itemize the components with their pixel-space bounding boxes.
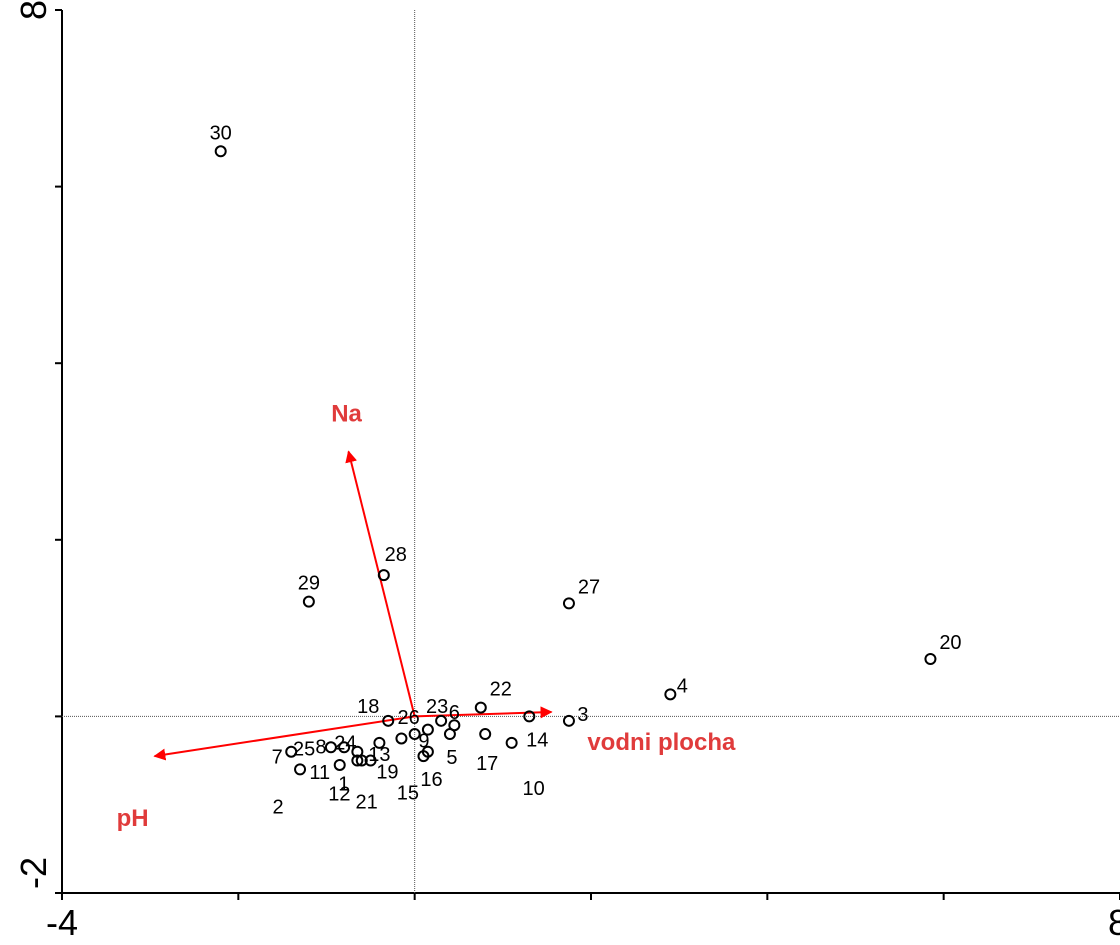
point-label: 19: [376, 761, 398, 783]
sample-point: [562, 714, 575, 727]
point-label: 5: [446, 747, 457, 769]
point-label: 7: [272, 747, 283, 769]
point-label: 13: [368, 744, 390, 766]
vector-group: Na pH vodni plocha: [117, 401, 736, 833]
sample-point: [382, 714, 395, 727]
vector-arrow: [345, 450, 416, 717]
y-tick-label: 8: [13, 0, 54, 20]
sample-point: [338, 741, 351, 754]
point-label: 21: [355, 792, 377, 814]
point-label: 28: [385, 544, 407, 566]
point-label: 1: [338, 774, 349, 796]
point-label: 8: [315, 736, 326, 758]
sample-point: [435, 714, 448, 727]
point-label: 26: [398, 707, 420, 729]
sample-point: [479, 728, 492, 741]
sample-point: [505, 736, 518, 749]
sample-point: [408, 728, 421, 741]
vector-arrow: [414, 706, 553, 719]
point-label: 6: [449, 702, 460, 724]
point-label: 22: [490, 679, 512, 701]
sample-point: [924, 653, 937, 666]
sample-point: [373, 736, 386, 749]
x-tick-label: 8: [1108, 902, 1120, 943]
point-label: 18: [357, 696, 379, 718]
sample-point: [324, 741, 337, 754]
point-label: 27: [578, 576, 600, 598]
vector-arrow: [153, 715, 415, 761]
point-label: 9: [418, 731, 429, 753]
point-label: 30: [210, 122, 232, 144]
sample-point: [302, 595, 315, 608]
reference-lines: [62, 10, 1120, 893]
sample-point: [421, 723, 434, 736]
sample-point: [364, 754, 377, 767]
sample-point: [664, 688, 677, 701]
sample-point: [285, 745, 298, 758]
sample-point: [294, 763, 307, 776]
x-tick-label: -4: [46, 902, 78, 943]
point-label: 11: [309, 762, 330, 784]
axes: -4 8 8 -2: [13, 0, 1120, 943]
sample-point: [377, 569, 390, 582]
point-label: 15: [397, 783, 419, 805]
sample-point: [448, 719, 461, 732]
point-label: 10: [523, 778, 545, 800]
vector-label: pH: [117, 805, 149, 832]
point-label: 2: [272, 796, 283, 818]
sample-point: [351, 745, 364, 758]
sample-point: [417, 750, 430, 763]
vector-label: Na: [331, 401, 362, 428]
point-label: 3: [577, 704, 588, 726]
sample-point: [351, 754, 364, 767]
sample-point: [214, 145, 227, 158]
point-label: 29: [298, 573, 320, 595]
point-label: 12: [328, 784, 350, 806]
vector-label: vodni plocha: [587, 729, 736, 756]
sample-point: [474, 701, 487, 714]
point-label: 14: [526, 729, 548, 751]
point-label: 4: [677, 675, 688, 697]
y-tick-label: -2: [13, 857, 54, 889]
point-label: 16: [420, 769, 442, 791]
sample-point: [333, 758, 346, 771]
point-label: 17: [476, 753, 498, 775]
sample-point: [395, 732, 408, 745]
point-label: 23: [426, 696, 448, 718]
sample-point: [523, 710, 536, 723]
sample-point: [562, 597, 575, 610]
point-label: 20: [939, 632, 961, 654]
point-label: 25: [293, 738, 315, 760]
